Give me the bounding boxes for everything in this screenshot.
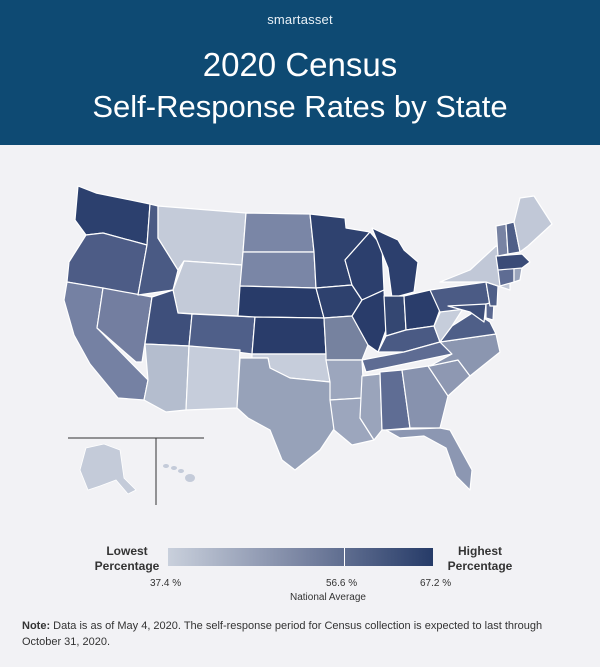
state-south-dakota: [239, 251, 317, 289]
title-line-1: 2020 Census: [202, 46, 398, 83]
state-connecticut: [497, 267, 515, 287]
state-wyoming: [172, 260, 243, 317]
legend-max-value: 67.2 %: [420, 578, 452, 589]
footnote-text: Data is as of May 4, 2020. The self-resp…: [22, 620, 543, 648]
legend-low-line-2: Percentage: [94, 559, 160, 573]
state-arizona: [143, 343, 190, 413]
legend-gradient-bar: [168, 548, 433, 566]
legend-low-label: Lowest Percentage: [92, 544, 162, 574]
header-banner: smartasset 2020 Census Self-Response Rat…: [0, 0, 600, 145]
state-ohio: [403, 289, 443, 331]
state-mississippi: [359, 373, 383, 441]
state-north-carolina: [429, 333, 501, 377]
state-indiana: [383, 295, 407, 337]
state-massachusetts: [495, 253, 531, 271]
state-kansas: [251, 316, 327, 355]
footnote: Note: Data is as of May 4, 2020. The sel…: [22, 618, 582, 650]
state-michigan: [371, 227, 419, 299]
legend-high-line-2: Percentage: [447, 559, 513, 573]
legend-min-value: 37.4 %: [150, 578, 182, 589]
legend-low-line-1: Lowest: [106, 544, 148, 558]
state-nebraska: [237, 285, 325, 319]
us-map: [63, 185, 553, 505]
legend-avg-tick: [344, 548, 345, 566]
state-maryland: [447, 303, 487, 323]
state-texas: [236, 357, 341, 471]
legend-high-label: Highest Percentage: [440, 544, 520, 574]
state-georgia: [401, 365, 449, 429]
state-nevada: [96, 287, 153, 363]
legend-high-line-1: Highest: [457, 544, 502, 558]
state-arkansas: [325, 359, 365, 401]
legend-avg-label: National Average: [290, 592, 366, 603]
state-alaska: [79, 443, 137, 495]
state-hawaii: [163, 464, 195, 482]
state-florida: [385, 427, 473, 491]
title-line-2: Self-Response Rates by State: [92, 89, 508, 124]
state-maine: [513, 195, 553, 253]
state-rhode-island: [513, 267, 523, 283]
legend-avg-value: 56.6 %: [326, 578, 358, 589]
state-north-dakota: [242, 212, 315, 253]
state-new-mexico: [185, 345, 241, 411]
footnote-label: Note:: [22, 620, 51, 632]
brand-logo: smartasset: [267, 12, 333, 27]
